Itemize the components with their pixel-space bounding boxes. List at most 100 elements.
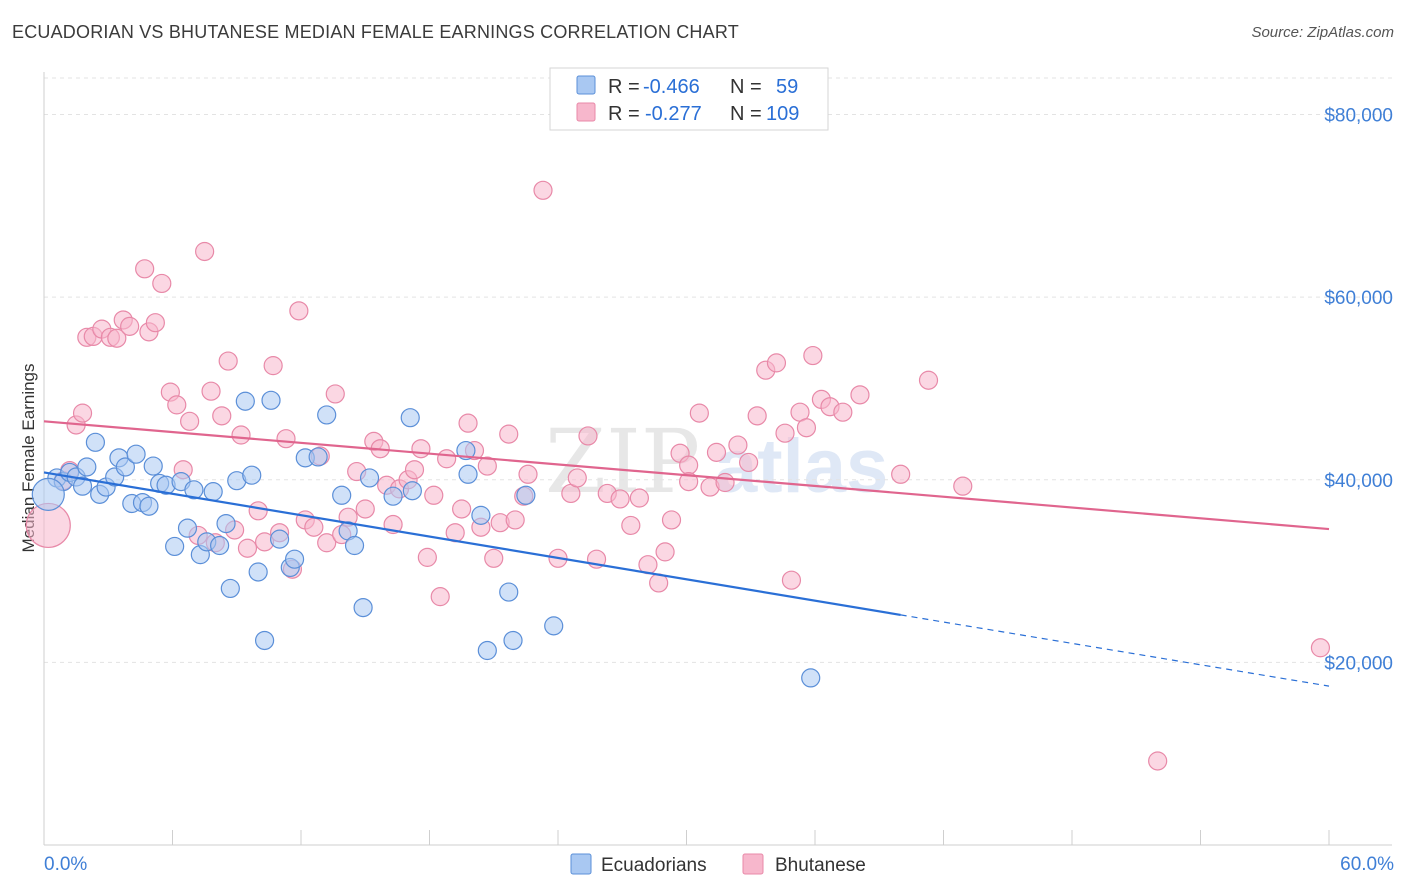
bottom-legend-swatch-bhutanese — [742, 853, 764, 875]
bhutanese-point — [231, 425, 251, 445]
ecuadorians-point — [516, 485, 536, 505]
ecuadorians-point — [499, 582, 519, 602]
ecuadorians-trendline-extension — [900, 614, 1330, 687]
ecuadorians-point — [269, 529, 290, 549]
ecuadorians-point — [308, 447, 328, 467]
ecuadorians-point — [458, 464, 478, 484]
ecuadorians-point — [402, 481, 422, 501]
legend-r-label-2: R = — [608, 103, 640, 125]
axes — [43, 72, 1392, 846]
ecuadorians-point — [544, 616, 564, 636]
legend-n-value-2: 109 — [766, 103, 799, 125]
bhutanese-point — [621, 515, 641, 536]
trendlines — [43, 420, 1330, 687]
legend-box — [549, 67, 829, 131]
bhutanese-point — [430, 587, 450, 607]
bhutanese-point — [201, 381, 221, 401]
bhutanese-point — [477, 456, 497, 476]
bhutanese-point — [325, 384, 345, 404]
bhutanese-point — [355, 499, 375, 519]
ecuadorians-point — [242, 465, 262, 485]
bhutanese-point — [263, 356, 283, 376]
bhutanese-point — [567, 468, 587, 488]
bhutanese-point — [1148, 751, 1168, 771]
bhutanese-point — [195, 241, 215, 262]
bhutanese-point — [276, 429, 296, 449]
bhutanese-point — [404, 460, 425, 480]
bhutanese-point — [317, 533, 337, 553]
ecuadorians-point — [344, 535, 365, 556]
bhutanese-point — [739, 452, 759, 473]
bottom-legend-label-ecuadorians: Ecuadorians — [601, 855, 707, 876]
x-ticks — [43, 830, 1330, 845]
legend-r-value-2: -0.277 — [645, 103, 702, 125]
legend-swatch-ecuadorians — [576, 75, 596, 95]
bhutanese-point — [437, 449, 457, 469]
ecuadorians-point — [359, 468, 380, 488]
bhutanese-point — [120, 316, 140, 336]
ecuadorians-point — [284, 549, 305, 569]
bhutanese-point — [655, 542, 675, 562]
y-tick-label: $60,000 — [1324, 288, 1393, 309]
bhutanese-point — [775, 423, 795, 443]
ecuadorians-point — [254, 630, 275, 651]
ecuadorians-point — [203, 482, 223, 502]
ecuadorians-point — [210, 535, 230, 556]
ecuadorians-point — [248, 562, 268, 582]
legend-n-label-1: N = — [730, 76, 762, 98]
bhutanese-point — [833, 402, 853, 422]
ecuadorians-point — [177, 518, 198, 538]
bhutanese-point — [424, 485, 444, 505]
bhutanese-point — [1310, 638, 1331, 658]
bhutanese-point — [918, 370, 939, 390]
bhutanese-trendline — [43, 420, 1330, 531]
ecuadorians-point — [332, 485, 352, 505]
correlation-legend: R = -0.466 N = 59 R = -0.277 N = 109 — [549, 67, 829, 131]
ecuadorians-point — [503, 630, 523, 651]
bhutanese-point — [679, 455, 699, 475]
ecuadorians-point — [72, 476, 93, 496]
ecuadorians-point — [139, 496, 159, 516]
bhutanese-point — [610, 489, 630, 509]
bhutanese-point — [218, 351, 238, 371]
y-tick-label: $20,000 — [1324, 653, 1393, 674]
ecuadorians-point — [456, 440, 476, 461]
ecuadorians-point — [353, 597, 373, 618]
bhutanese-point — [411, 439, 431, 459]
bhutanese-point — [499, 424, 519, 444]
gridlines — [44, 77, 1392, 663]
y-axis-title: Median Female Earnings — [19, 364, 38, 553]
bhutanese-point — [458, 413, 478, 433]
bhutanese-point — [505, 510, 525, 530]
ecuadorians-point — [261, 390, 281, 410]
bottom-legend-label-bhutanese: Bhutanese — [775, 855, 866, 876]
ecuadorians-point — [115, 457, 135, 477]
legend-r-label-1: R = — [608, 76, 640, 98]
ecuadorians-point — [477, 640, 497, 661]
bhutanese-point — [706, 442, 727, 462]
bhutanese-point — [747, 406, 767, 426]
bhutanese-point — [248, 501, 268, 521]
chart-title: ECUADORIAN VS BHUTANESE MEDIAN FEMALE EA… — [12, 22, 739, 42]
ecuadorians-point — [400, 408, 420, 428]
bhutanese-point — [891, 464, 911, 484]
ecuadorians-point — [165, 536, 185, 557]
ecuadorians-point — [471, 505, 491, 525]
bhutanese-point — [679, 471, 699, 492]
ecuadorians-point — [235, 391, 255, 411]
bhutanese-point — [107, 328, 127, 348]
bhutanese-point — [728, 435, 748, 455]
ecuadorians-point — [143, 456, 163, 476]
ecuadorians-point — [801, 668, 821, 688]
bhutanese-point — [781, 570, 802, 590]
bhutanese-point — [135, 259, 155, 279]
ecuadorians-point — [77, 457, 97, 477]
ecuadorians-point — [220, 578, 240, 599]
bhutanese-point — [72, 403, 93, 423]
legend-swatch-bhutanese — [576, 102, 596, 122]
bhutanese-point — [518, 464, 538, 484]
bhutanese-point — [167, 395, 187, 415]
bhutanese-point — [417, 547, 437, 567]
y-tick-labels: $20,000 $40,000 $60,000 $80,000 — [1324, 106, 1393, 675]
bhutanese-point — [803, 345, 823, 366]
